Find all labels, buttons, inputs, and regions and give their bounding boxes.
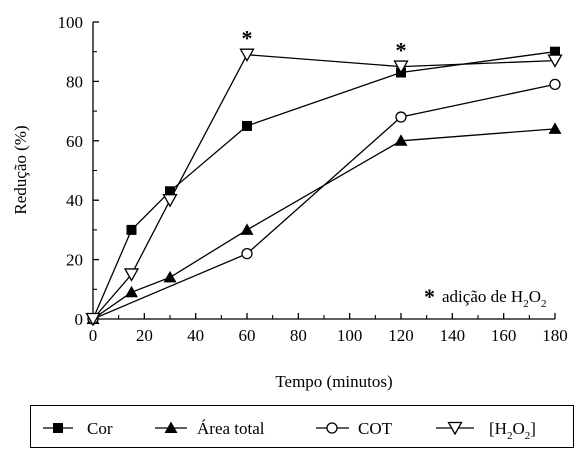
data-point-h2o2	[239, 48, 255, 62]
data-point-cot	[395, 111, 407, 123]
legend: Cor Área total COT [H2O2]	[30, 405, 574, 448]
data-point-area-total	[163, 270, 177, 283]
data-point-h2o2	[123, 268, 140, 282]
y-ticks: 0 20 40 60 80 100	[58, 13, 99, 329]
legend-marker-cot	[326, 422, 338, 434]
annotation-text: adição de H	[442, 287, 523, 306]
annotation-star-marker: *	[396, 38, 407, 63]
series-line-cot	[92, 83, 556, 320]
legend-marker-h2o2	[447, 421, 463, 436]
data-point-cor	[126, 224, 137, 235]
annotation-stars: * *	[242, 26, 407, 63]
legend-item-h2o2: [H2O2]	[436, 419, 536, 442]
data-point-area-total	[240, 223, 254, 235]
data-point-cor	[550, 46, 560, 57]
svg-text:adição de H2O2: adição de H2O2	[442, 287, 546, 310]
legend-label-h2o2: [H2O2]	[489, 419, 536, 442]
data-point-area-total	[394, 134, 408, 146]
y-tick-label: 40	[66, 191, 83, 210]
legend-label-cor: Cor	[87, 419, 113, 438]
legend-label-cot: COT	[358, 419, 393, 438]
x-tick-label: 160	[491, 326, 517, 345]
legend-marker-area	[164, 421, 178, 433]
x-tick-label: 80	[290, 326, 307, 345]
series-line-cor	[92, 51, 556, 320]
x-tick-label: 0	[89, 326, 98, 345]
data-point-h2o2	[393, 60, 409, 74]
legend-item-cor: Cor	[43, 419, 113, 438]
y-tick-label: 100	[58, 13, 84, 32]
x-tick-label: 140	[440, 326, 466, 345]
legend-item-area: Área total	[155, 419, 265, 438]
data-point-area-total	[548, 122, 562, 134]
y-tick-label: 0	[75, 310, 84, 329]
x-ticks: 0 20 40 60 80 100 120 140 160 180	[89, 313, 568, 345]
data-point-cor	[242, 120, 252, 131]
series-markers	[85, 46, 563, 327]
x-tick-label: 120	[388, 326, 414, 345]
data-point-area-total	[125, 285, 138, 298]
data-point-h2o2	[162, 194, 178, 208]
y-axis-label: Redução (%)	[11, 125, 30, 214]
data-point-cor	[165, 186, 175, 197]
data-point-cot	[241, 248, 253, 260]
y-tick-label: 60	[66, 132, 83, 151]
y-tick-label: 20	[66, 251, 83, 270]
legend-marker-cor	[53, 423, 63, 433]
series-line-area-total	[92, 128, 556, 320]
x-tick-label: 180	[542, 326, 568, 345]
x-tick-label: 60	[239, 326, 256, 345]
data-point-cot	[549, 78, 561, 91]
series-lines	[92, 51, 556, 320]
data-point-h2o2	[547, 54, 563, 68]
annotation-star: *	[424, 284, 435, 309]
x-tick-label: 20	[136, 326, 153, 345]
legend-label-area: Área total	[197, 419, 265, 438]
x-tick-label: 40	[187, 326, 204, 345]
data-point-h2o2	[85, 312, 101, 327]
x-axis-label: Tempo (minutos)	[275, 372, 392, 391]
legend-svg: Cor Área total COT [H2O2]	[43, 419, 536, 442]
series-line-h2o2	[92, 54, 556, 320]
y-tick-label: 80	[66, 72, 83, 91]
annotation-note: * adição de H2O2	[424, 284, 546, 310]
annotation-star-marker: *	[242, 26, 253, 51]
x-tick-label: 100	[337, 326, 363, 345]
legend-item-cot: COT	[316, 419, 393, 438]
